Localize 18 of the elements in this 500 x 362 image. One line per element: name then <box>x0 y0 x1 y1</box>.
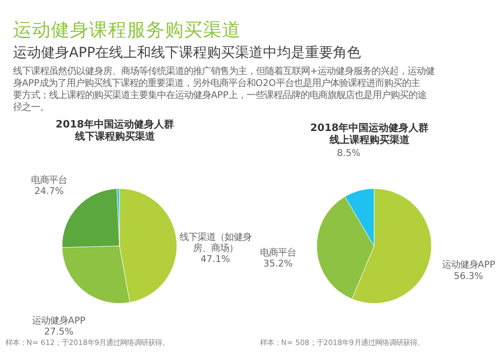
text: 线下课程虽然仍以健身房、商场等传统渠道的推广销售为主，但随着互联网+运动健身服务的兴起，运动健身APP成为了用户购买线下课程的重要渠道，另外电商平台和O2O平台也是用户体验课程进而购买的主要方式；线上课程的购买渠道主要集中在运动健身APP上，一些课程品牌的电商旗舰店也是用户购买的途径之一。 <box>12 66 435 113</box>
text: 样本：N= 612；于2018年9月通过网络调研获得。 <box>6 338 170 348</box>
text: 运动健身APP在线上和线下课程购买渠道中均是重要角色 <box>12 45 362 62</box>
data-label: 47.1% <box>200 254 230 266</box>
slice-label: 运动健身APP <box>32 316 86 327</box>
data-label: 8.5% <box>336 148 361 159</box>
slice-label: 电商平台 <box>260 247 296 258</box>
data-label: 56.3% <box>454 270 484 282</box>
text: 运动健身课程服务购买渠道 <box>12 20 241 41</box>
data-label: 35.2% <box>263 258 293 270</box>
text: 样本：N= 508；于2018年9月通过网络调研获得。 <box>260 338 424 348</box>
data-label: 24.7% <box>34 186 64 198</box>
data-label: 27.5% <box>44 326 74 338</box>
chart-title: 2018年中国运动健身人群线下课程购买渠道 <box>56 118 174 143</box>
slice-label: 运动健身APP <box>442 260 496 271</box>
chart-title: 2018年中国运动健身人群线上课程购买渠道 <box>310 122 429 146</box>
slice-label: 线下渠道（如健身房、商场） <box>179 232 252 254</box>
slice-label: 电商平台 <box>31 175 68 186</box>
